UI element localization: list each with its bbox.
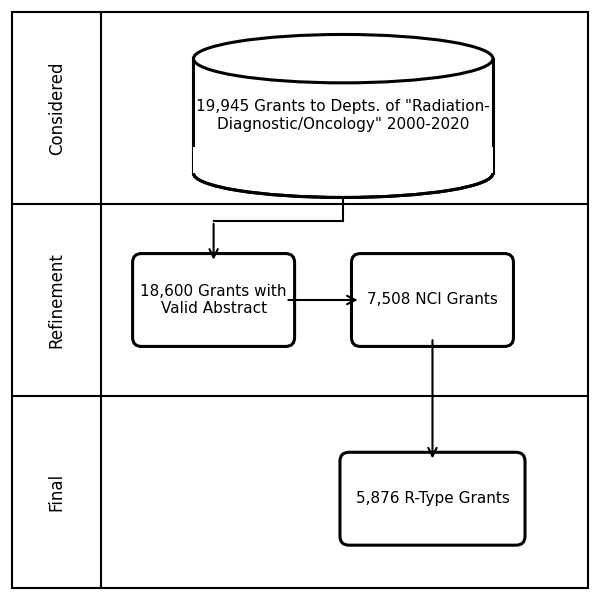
- Text: 18,600 Grants with
Valid Abstract: 18,600 Grants with Valid Abstract: [140, 284, 287, 316]
- Text: 7,508 NCI Grants: 7,508 NCI Grants: [367, 292, 498, 307]
- Ellipse shape: [193, 149, 493, 197]
- FancyBboxPatch shape: [352, 254, 514, 346]
- Bar: [193, 71, 493, 173]
- FancyBboxPatch shape: [340, 452, 525, 545]
- Text: Refinement: Refinement: [47, 252, 65, 348]
- FancyBboxPatch shape: [133, 254, 295, 346]
- Text: Final: Final: [47, 473, 65, 511]
- Text: Considered: Considered: [47, 61, 65, 155]
- Ellipse shape: [193, 34, 493, 83]
- Text: 5,876 R-Type Grants: 5,876 R-Type Grants: [356, 491, 509, 506]
- Bar: [193, 147, 493, 173]
- Text: 19,945 Grants to Depts. of "Radiation-
Diagnostic/Oncology" 2000-2020: 19,945 Grants to Depts. of "Radiation- D…: [196, 100, 490, 132]
